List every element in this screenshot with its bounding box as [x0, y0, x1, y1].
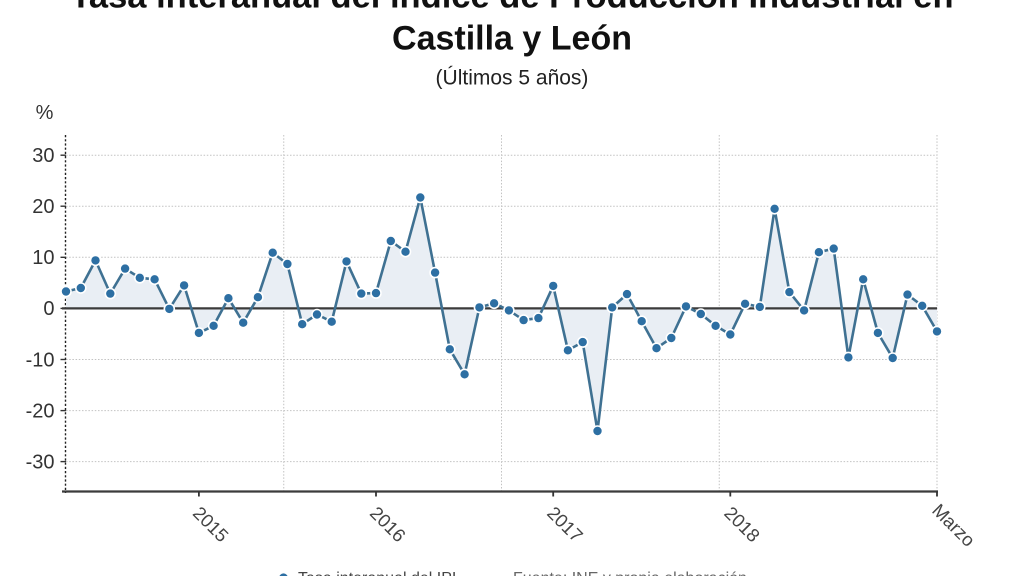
svg-text:10: 10: [32, 247, 54, 269]
svg-text:Castilla y León: Castilla y León: [392, 19, 632, 57]
svg-text:20: 20: [32, 196, 54, 218]
svg-text:0: 0: [43, 298, 54, 320]
svg-text:-20: -20: [26, 400, 55, 422]
svg-text:%: %: [36, 102, 54, 124]
svg-text:(Últimos 5 años): (Últimos 5 años): [436, 67, 589, 90]
svg-text:-10: -10: [26, 349, 55, 371]
svg-text:Tasa interanual del índice de: Tasa interanual del índice de Producción…: [70, 0, 953, 16]
svg-text:-30: -30: [26, 451, 55, 473]
svg-text:30: 30: [32, 145, 54, 167]
svg-text:Fuente: INE y propia elaboraci: Fuente: INE y propia elaboración: [513, 570, 747, 576]
svg-text:Tasa interanual del IPI: Tasa interanual del IPI: [298, 570, 456, 576]
